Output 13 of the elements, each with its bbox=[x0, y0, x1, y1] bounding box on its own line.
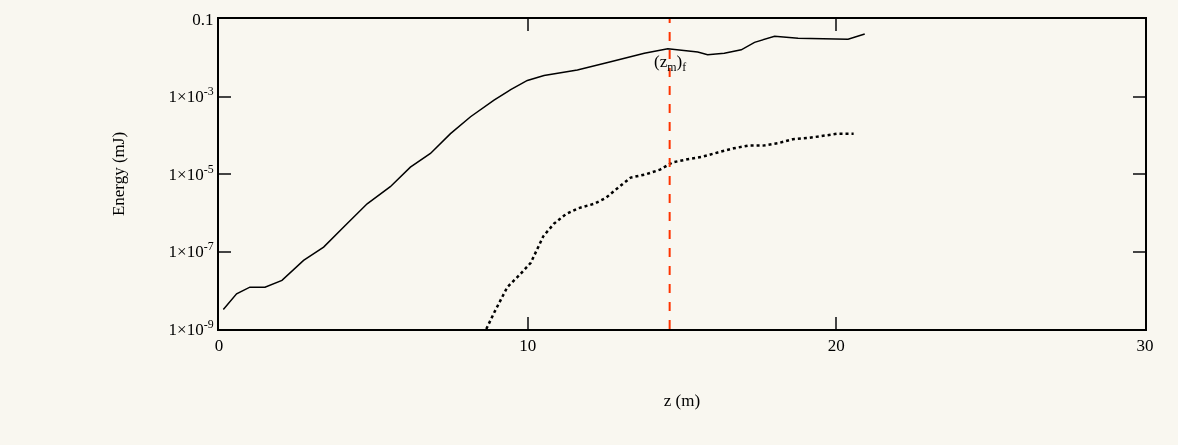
x-tick-label: 30 bbox=[1136, 336, 1154, 356]
y-tick-label: 1×10$^{-7}$ bbox=[168, 239, 214, 262]
y-tick-label: 1×10$^{-3}$ bbox=[168, 84, 214, 107]
line-series bbox=[222, 33, 866, 311]
x-tick-label: 0 bbox=[214, 336, 224, 356]
x-tick-label: 10 bbox=[519, 336, 537, 356]
y-tick-label: 1×10$^{-9}$ bbox=[168, 316, 214, 339]
y-tick-label: 0.1 bbox=[192, 9, 214, 29]
x-tick-label: 20 bbox=[827, 336, 845, 356]
x-axis-title: z (m) bbox=[663, 391, 701, 411]
y-tick-label: 1×10$^{-5}$ bbox=[168, 161, 214, 184]
y-axis-title: Energy (mJ) bbox=[108, 131, 128, 217]
ref-line-label: (z$_{m}$)$_{f}$ bbox=[654, 52, 687, 74]
